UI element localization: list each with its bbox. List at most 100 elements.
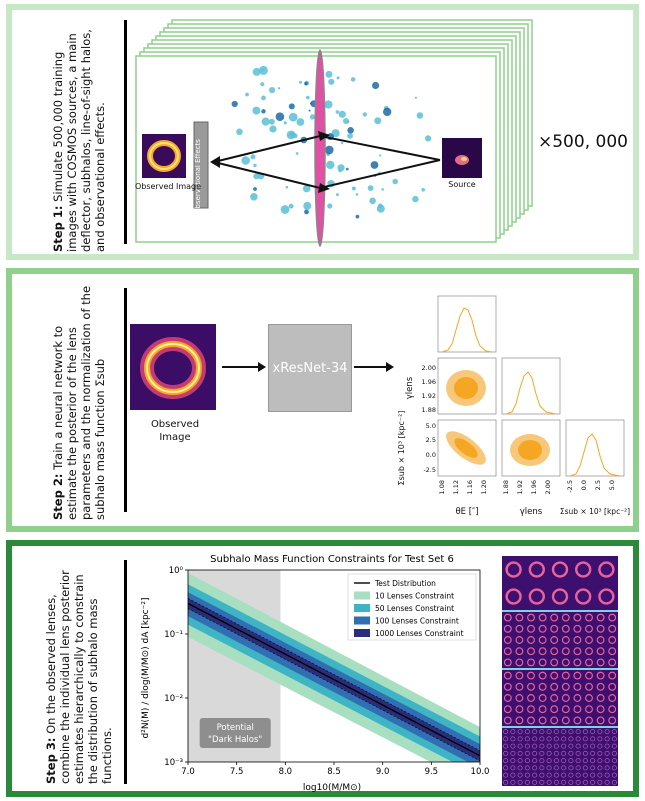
halo-dot	[335, 193, 339, 197]
lens-thumb	[604, 750, 610, 756]
step1-panel: Step 1: Simulate 500,000 training images…	[6, 4, 639, 260]
ytick-sigma-1: 2.5	[426, 436, 436, 444]
halo-dot	[231, 100, 238, 108]
xtick-sigma-3: 5.0	[608, 480, 616, 490]
lens-thumb	[532, 736, 538, 742]
lens-thumb	[608, 682, 617, 691]
halo-dot	[325, 145, 334, 155]
lens-thumb	[596, 705, 605, 714]
lens-thumb	[510, 758, 516, 764]
lens-thumb	[590, 743, 596, 749]
lens-thumb	[597, 779, 603, 785]
step2-panel: Step 2: Train a neural network to estima…	[6, 268, 639, 532]
lens-thumb	[568, 772, 574, 778]
lens-thumb	[524, 765, 530, 771]
lens-thumb	[604, 772, 610, 778]
lens-thumb	[561, 624, 570, 633]
lens-thumb	[550, 671, 559, 680]
lens-thumb	[561, 613, 570, 622]
lens-thumb	[596, 624, 605, 633]
halo-dot	[304, 209, 309, 215]
lens-thumb	[604, 736, 610, 742]
lens-thumb	[561, 736, 567, 742]
lens-thumb	[503, 716, 512, 725]
lens-thumb	[608, 624, 617, 633]
halo-dot	[383, 107, 392, 117]
lens-thumb	[527, 705, 535, 714]
lens-thumb	[503, 743, 509, 749]
ytick-label-1: 10⁻²	[164, 694, 183, 704]
halo-dot	[374, 117, 382, 125]
lens-thumb	[503, 624, 512, 633]
lens-thumb	[608, 671, 617, 680]
lens-thumb	[503, 765, 509, 771]
halo-dot	[299, 80, 302, 84]
lens-thumb	[582, 736, 588, 742]
lens-thumb	[538, 647, 547, 656]
halo-dot	[258, 65, 268, 75]
halo-dot	[350, 77, 356, 82]
lens-thumb	[553, 765, 559, 771]
lens-thumb	[532, 772, 538, 778]
halo-dot	[261, 95, 266, 101]
lens-thumb	[568, 729, 574, 735]
lens-thumb	[532, 750, 538, 756]
lens-thumb	[597, 736, 603, 742]
lens-thumb	[573, 694, 582, 702]
lens-thumb	[611, 743, 617, 749]
lens-thumb	[597, 729, 603, 735]
lens-thumb	[528, 588, 545, 605]
lens-thumb	[575, 561, 592, 578]
lens-thumb	[561, 743, 567, 749]
legend-label-1: 10 Lenses Constraint	[375, 592, 454, 601]
lens-thumb	[503, 736, 509, 742]
lens-thumb	[524, 750, 530, 756]
lens-thumb	[561, 682, 570, 691]
lens-thumb	[553, 750, 559, 756]
lens-thumb	[582, 772, 588, 778]
step2-divider	[124, 288, 127, 512]
lens-thumb	[503, 758, 509, 764]
lens-thumb	[515, 636, 524, 644]
multiplier-label: ×500, 000	[538, 132, 628, 152]
xtick-theta-1: 1.12	[452, 480, 460, 494]
observational-effects-label: Observational Effects	[194, 139, 280, 214]
halo-dot	[250, 193, 258, 201]
lens-thumb	[503, 772, 509, 778]
lens-thumb	[575, 743, 581, 749]
halo-dot	[304, 81, 308, 86]
lens-thumb	[585, 682, 593, 691]
lens-thumb	[539, 750, 545, 756]
dark-halos-label-box	[199, 718, 271, 748]
halo-dot	[324, 100, 333, 109]
halo-dot	[268, 118, 275, 125]
arrow-to-network	[222, 366, 262, 368]
lens-thumb	[524, 729, 530, 735]
test-distribution-line	[188, 602, 480, 757]
lens-thumb	[561, 772, 567, 778]
lens-thumb	[596, 682, 605, 691]
xtick-gamma-0: 1.88	[502, 480, 510, 494]
step3-text-block: Step 3: On the observed lenses, combine …	[20, 546, 138, 791]
lens-thumb	[539, 758, 545, 764]
halo-dot	[369, 197, 376, 205]
lens-thumb	[510, 736, 516, 742]
halo-dot	[340, 141, 344, 145]
lens-thumb	[611, 750, 617, 756]
lens-thumb	[608, 647, 617, 656]
lens-thumb	[561, 694, 570, 702]
halo-dot	[288, 203, 294, 209]
lens-thumb	[553, 729, 559, 735]
lens-thumb	[553, 743, 559, 749]
ytick-sigma-2: 0.0	[426, 451, 436, 459]
halo-dot	[269, 87, 276, 94]
grid-separator	[502, 726, 618, 728]
halo-dot	[372, 81, 380, 90]
lens-thumb	[532, 779, 538, 785]
lens-thumb	[608, 658, 617, 667]
lens-thumb	[611, 779, 617, 785]
lens-thumb	[515, 658, 524, 667]
lens-thumb	[503, 750, 509, 756]
lens-thumb	[503, 613, 512, 622]
lens-thumb	[510, 772, 516, 778]
